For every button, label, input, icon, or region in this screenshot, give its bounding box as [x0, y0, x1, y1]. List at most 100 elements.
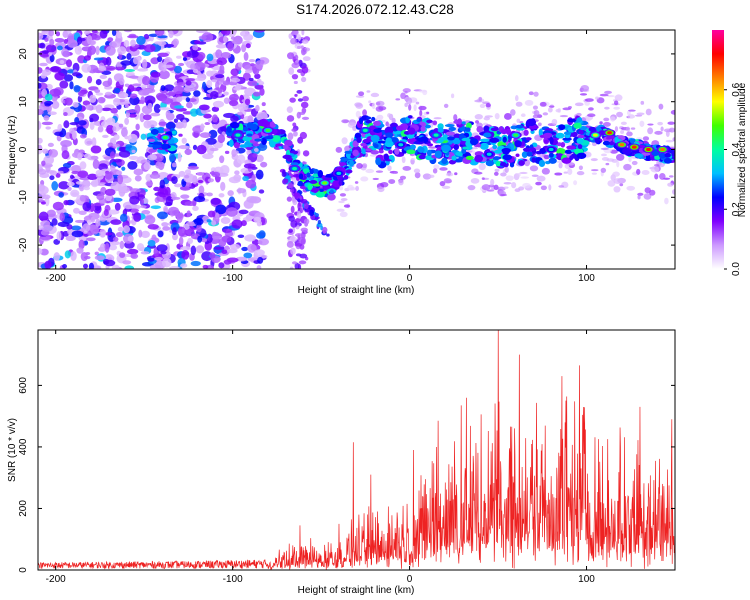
noise-blob [253, 30, 266, 33]
noise-blob [184, 228, 195, 237]
signal-blob [461, 147, 467, 155]
noise-blob [130, 87, 141, 92]
noise-blob [246, 195, 258, 203]
noise-blob [74, 219, 85, 223]
signal-blob [634, 153, 643, 158]
noise-blob [245, 43, 251, 49]
signal-blob [452, 137, 461, 145]
signal-blob [343, 174, 349, 180]
noise-blob [38, 67, 43, 74]
signal-blob [561, 157, 572, 164]
noise-blob [111, 30, 117, 37]
noise-blob [45, 126, 51, 130]
snr-x-tick-label: -100 [223, 574, 243, 585]
noise-blob [90, 225, 100, 235]
noise-blob [107, 37, 114, 42]
noise-blob [237, 234, 245, 239]
noise-blob [247, 115, 254, 124]
signal-blob [161, 143, 169, 150]
noise-blob [193, 90, 201, 97]
noise-blob [122, 225, 131, 234]
noise-blob [157, 187, 169, 198]
haze-blob [503, 113, 512, 120]
signal-blob [388, 154, 395, 160]
noise-blob [258, 189, 265, 194]
noise-blob [70, 165, 82, 173]
noise-blob [121, 166, 126, 171]
noise-blob [109, 151, 116, 159]
streak-blob [317, 219, 321, 225]
peak-blob [235, 133, 241, 137]
noise-blob [136, 243, 145, 252]
signal-blob [441, 157, 448, 165]
noise-blob [85, 104, 93, 111]
signal-blob [492, 144, 498, 150]
signal-blob [152, 141, 163, 146]
signal-blob [327, 193, 336, 201]
haze-blob [640, 100, 645, 105]
signal-blob [163, 128, 170, 132]
noise-blob [117, 174, 124, 185]
noise-blob [83, 55, 91, 61]
noise-blob [187, 237, 194, 245]
noise-blob [150, 112, 161, 117]
noise-blob [73, 85, 81, 93]
colorbar-tick-label: 0.2 [731, 202, 742, 216]
noise-blob [71, 72, 82, 77]
haze-blob [413, 104, 417, 112]
noise-blob [141, 105, 153, 115]
noise-blob [95, 92, 104, 96]
noise-blob [58, 181, 70, 190]
noise-blob [261, 102, 266, 107]
noise-blob [103, 209, 109, 216]
signal-blob [254, 138, 263, 142]
noise-blob [298, 59, 303, 67]
noise-blob [137, 68, 149, 72]
noise-blob [247, 80, 258, 87]
haze-blob [490, 178, 495, 186]
signal-blob [576, 152, 587, 159]
noise-blob [164, 43, 175, 48]
snr-x-axis: -200 -100 0 100 [46, 330, 595, 585]
noise-blob [296, 89, 303, 94]
noise-blob [99, 30, 108, 39]
snr-y-tick-label: 0 [18, 567, 29, 573]
noise-blob [300, 227, 308, 232]
noise-blob [40, 201, 46, 205]
spectrogram-y-axis-label: Frequency (Hz) [7, 116, 18, 185]
noise-blob [210, 197, 221, 205]
snr-panel: -200 -100 0 100 0 200 400 600 Height of straig… [7, 329, 676, 596]
noise-blob [176, 55, 182, 59]
noise-blob [150, 57, 160, 65]
noise-blob [192, 44, 199, 51]
noise-blob [237, 111, 243, 116]
noise-blob [252, 91, 261, 97]
haze-blob [402, 88, 411, 93]
spectrogram-x-axis-label: Height of straight line (km) [298, 285, 415, 296]
noise-blob [293, 131, 298, 137]
noise-blob [127, 133, 138, 144]
noise-blob [181, 250, 190, 260]
noise-blob [99, 214, 107, 222]
noise-blob [104, 242, 110, 253]
signal-blob [514, 140, 522, 148]
streak-blob [287, 182, 293, 189]
noise-blob [181, 119, 187, 129]
noise-blob [38, 109, 44, 116]
noise-blob [133, 212, 142, 222]
noise-blob [122, 260, 132, 265]
noise-blob [292, 227, 296, 234]
noise-blob [176, 96, 183, 103]
haze-blob [481, 177, 485, 180]
noise-blob [104, 188, 116, 196]
noise-blob [128, 155, 139, 160]
noise-blob [86, 34, 93, 45]
signal-blob [426, 149, 432, 157]
signal-blob [448, 159, 457, 165]
noise-blob [231, 39, 242, 45]
noise-blob [190, 260, 201, 267]
haze-blob [514, 95, 519, 102]
noise-blob [173, 118, 179, 124]
haze-blob [630, 127, 636, 130]
streak-blob [309, 209, 315, 217]
